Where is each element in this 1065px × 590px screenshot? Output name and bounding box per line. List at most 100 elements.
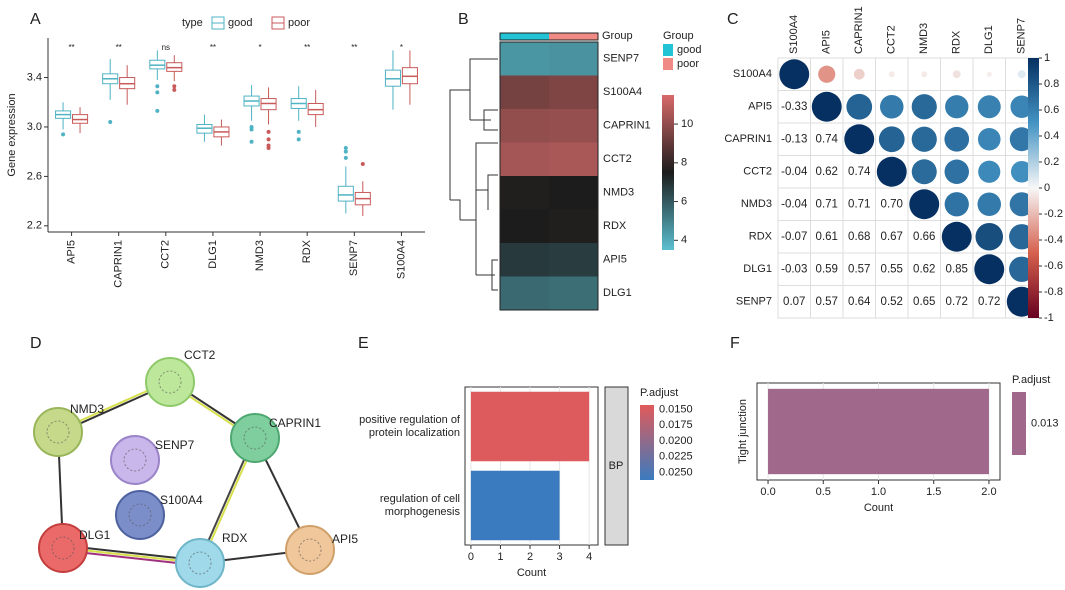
row-label: S100A4 (603, 86, 642, 98)
row-label: NMD3 (741, 198, 772, 210)
corr-circle (977, 127, 1001, 151)
outlier (296, 129, 301, 134)
corr-label: 0.52 (881, 296, 903, 308)
x-tick-label: API5 (65, 240, 77, 264)
outlier (296, 137, 301, 142)
outlier (155, 108, 160, 113)
row-label: CAPRIN1 (603, 120, 651, 132)
outlier (266, 145, 271, 150)
x-tick-label: 1.5 (926, 486, 941, 498)
x-tick-label: 1.0 (871, 486, 886, 498)
group-frame (499, 32, 599, 41)
panel-label: E (358, 335, 369, 352)
outlier (343, 145, 348, 150)
row-label: RDX (603, 220, 627, 232)
colorbar (1028, 58, 1039, 318)
bar (470, 391, 590, 462)
corr-label: 0.07 (783, 296, 805, 308)
corr-circle (779, 59, 810, 90)
heat-cell (549, 276, 598, 310)
network-node (145, 357, 195, 407)
colorbar-label: 8 (681, 157, 687, 169)
heat-cell (549, 176, 598, 210)
cell (875, 220, 909, 254)
node-label: RDX (222, 531, 247, 545)
y-tick-label: regulation of cell morphogenesis (380, 493, 461, 518)
colorbar-label: 0.0200 (659, 435, 693, 447)
colorbar-label: 0 (1044, 182, 1050, 194)
x-tick-label: 2 (527, 551, 533, 563)
heat-cell (500, 142, 549, 176)
outlier (155, 84, 160, 89)
corr-circle (878, 126, 905, 153)
colorbar-label: 0.4 (1044, 130, 1059, 142)
corr-label: -0.13 (781, 133, 807, 145)
corr-label: 0.55 (881, 263, 903, 275)
network-node (115, 490, 165, 540)
y-tick-label: 3.4 (27, 71, 42, 83)
corr-label: -0.33 (781, 101, 807, 113)
col-label: SENP7 (1016, 18, 1028, 54)
legend-title: type (182, 17, 203, 29)
heat-cell (500, 276, 549, 310)
legend-label: good (677, 44, 701, 56)
outlier (172, 84, 177, 89)
group-label: Group (602, 30, 633, 42)
significance: * (400, 43, 403, 52)
cell (810, 187, 844, 221)
outlier (155, 90, 160, 95)
corr-circle (876, 156, 907, 187)
row-label: S100A4 (733, 68, 772, 80)
col-label: API5 (821, 30, 833, 54)
corr-label: 0.64 (848, 296, 871, 308)
corr-label: 0.62 (816, 166, 838, 178)
y-tick-label: positive regulation of protein localizati… (359, 414, 461, 439)
node-structure (51, 536, 75, 560)
corr-circle (853, 68, 865, 80)
colorbar-label: -0.2 (1044, 208, 1063, 220)
legend-title: P.adjust (1012, 374, 1050, 386)
outlier (266, 129, 271, 134)
cell (875, 187, 909, 221)
col-label: CCT2 (886, 25, 898, 54)
col-label: DLG1 (983, 25, 995, 54)
x-tick-label: 0 (468, 551, 474, 563)
corr-label: -0.04 (781, 166, 808, 178)
corr-label: 0.70 (881, 198, 903, 210)
y-axis-label: Gene expression (6, 93, 18, 176)
network-node (33, 407, 83, 457)
bar (470, 470, 560, 541)
x-tick-label: DLG1 (207, 240, 219, 269)
corr-circle (911, 94, 937, 120)
corr-label: 0.57 (816, 296, 838, 308)
corr-circle (1010, 95, 1034, 119)
heat-cell (549, 42, 598, 76)
facet-label: BP (609, 460, 624, 472)
colorbar-label: -0.4 (1044, 234, 1063, 246)
significance: ** (304, 43, 310, 52)
x-tick-label: S100A4 (395, 240, 407, 279)
colorbar-label: 0.6 (1044, 104, 1059, 116)
colorbar-label: 4 (681, 234, 687, 246)
corr-label: 0.66 (913, 231, 935, 243)
panel-label: D (30, 335, 42, 352)
cell (777, 285, 811, 319)
x-tick-label: 2.0 (981, 486, 996, 498)
heat-cell (549, 243, 598, 277)
colorbar (640, 405, 654, 480)
x-tick-label: CAPRIN1 (113, 240, 125, 288)
cell (842, 285, 876, 319)
corr-circle (1009, 127, 1034, 152)
outlier (343, 155, 348, 160)
colorbar-label: -0.6 (1044, 260, 1063, 272)
corr-label: 0.85 (946, 263, 968, 275)
corr-circle (975, 222, 1004, 251)
outlier (266, 137, 271, 142)
outlier (249, 127, 254, 132)
row-label: CCT2 (743, 166, 772, 178)
network-node (285, 525, 335, 575)
corr-circle (879, 94, 904, 119)
network-node (38, 523, 88, 573)
corr-label: 0.61 (816, 231, 838, 243)
